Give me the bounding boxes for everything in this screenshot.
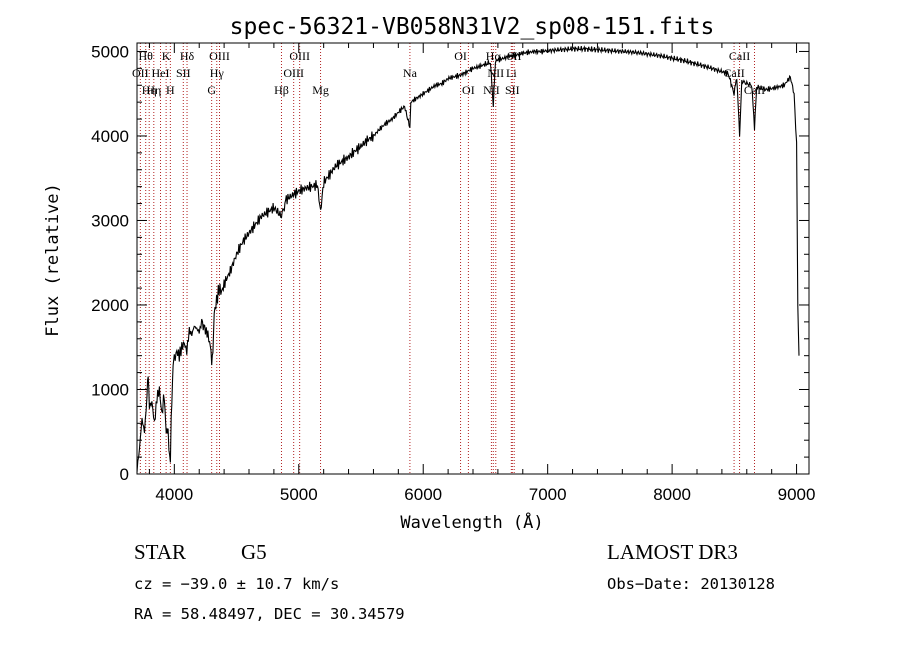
line-label: Mg <box>312 83 329 97</box>
x-tick-label: 7000 <box>529 485 567 504</box>
line-label: Hγ <box>210 66 225 80</box>
y-tick-label: 0 <box>120 465 129 484</box>
line-label: H <box>166 83 175 97</box>
coordinates: RA = 58.48497, DEC = 30.34579 <box>134 605 405 623</box>
line-label: Na <box>403 66 418 80</box>
x-tick-label: 5000 <box>280 485 318 504</box>
line-label: OIII <box>209 49 230 63</box>
chart-title: spec-56321-VB058N31V2_sp08-151.fits <box>230 14 715 40</box>
spectrum-line <box>136 45 800 473</box>
x-tick-label: 9000 <box>778 485 816 504</box>
line-label: SII <box>505 83 520 97</box>
x-tick-label: 6000 <box>404 485 442 504</box>
y-tick-label: 3000 <box>91 211 129 230</box>
x-axis-label: Wavelength (Å) <box>400 511 543 533</box>
line-label: OI <box>462 83 475 97</box>
spectral-line-labels: OIIHθHηHηHeIKHSIIHδGHγOIIIHβOIIIOIIIMgNa… <box>132 49 765 97</box>
object-class: STAR <box>134 540 186 564</box>
x-axis-ticks: 4000 5000 6000 7000 8000 9000 <box>148 43 816 504</box>
line-label: G <box>207 83 216 97</box>
line-label: NII <box>487 66 504 80</box>
line-label: Hβ <box>274 83 289 97</box>
line-label: OII <box>132 66 149 80</box>
spectral-line-markers <box>139 43 755 474</box>
y-tick-label: 4000 <box>91 127 129 146</box>
line-label: CaII <box>729 49 750 63</box>
line-label: Hθ <box>139 49 154 63</box>
line-label: SII <box>176 66 191 80</box>
line-label: NII <box>483 83 500 97</box>
subclass: G5 <box>241 540 267 564</box>
x-tick-label: 4000 <box>155 485 193 504</box>
line-label: OIII <box>283 66 304 80</box>
line-label: Hη <box>146 83 161 97</box>
plot-frame <box>136 42 810 475</box>
line-label: OIII <box>289 49 310 63</box>
survey-name: LAMOST DR3 <box>607 540 738 564</box>
line-label: OI <box>454 49 467 63</box>
y-axis-label: Flux (relative) <box>43 183 63 337</box>
line-label: HeI <box>152 66 170 80</box>
redshift: cz = −39.0 ± 10.7 km/s <box>134 575 339 593</box>
x-tick-label: 8000 <box>653 485 691 504</box>
obs-date: Obs−Date: 20130128 <box>607 575 775 593</box>
line-label: Li <box>506 66 517 80</box>
line-label: Hδ <box>180 49 195 63</box>
line-label: Hα <box>486 49 502 63</box>
y-tick-label: 1000 <box>91 380 129 399</box>
y-tick-label: 2000 <box>91 296 129 315</box>
line-label: K <box>162 49 171 63</box>
y-axis-ticks: 0 1000 2000 3000 4000 5000 <box>91 42 809 484</box>
y-tick-label: 5000 <box>91 42 129 61</box>
line-label: Hη <box>142 83 157 97</box>
